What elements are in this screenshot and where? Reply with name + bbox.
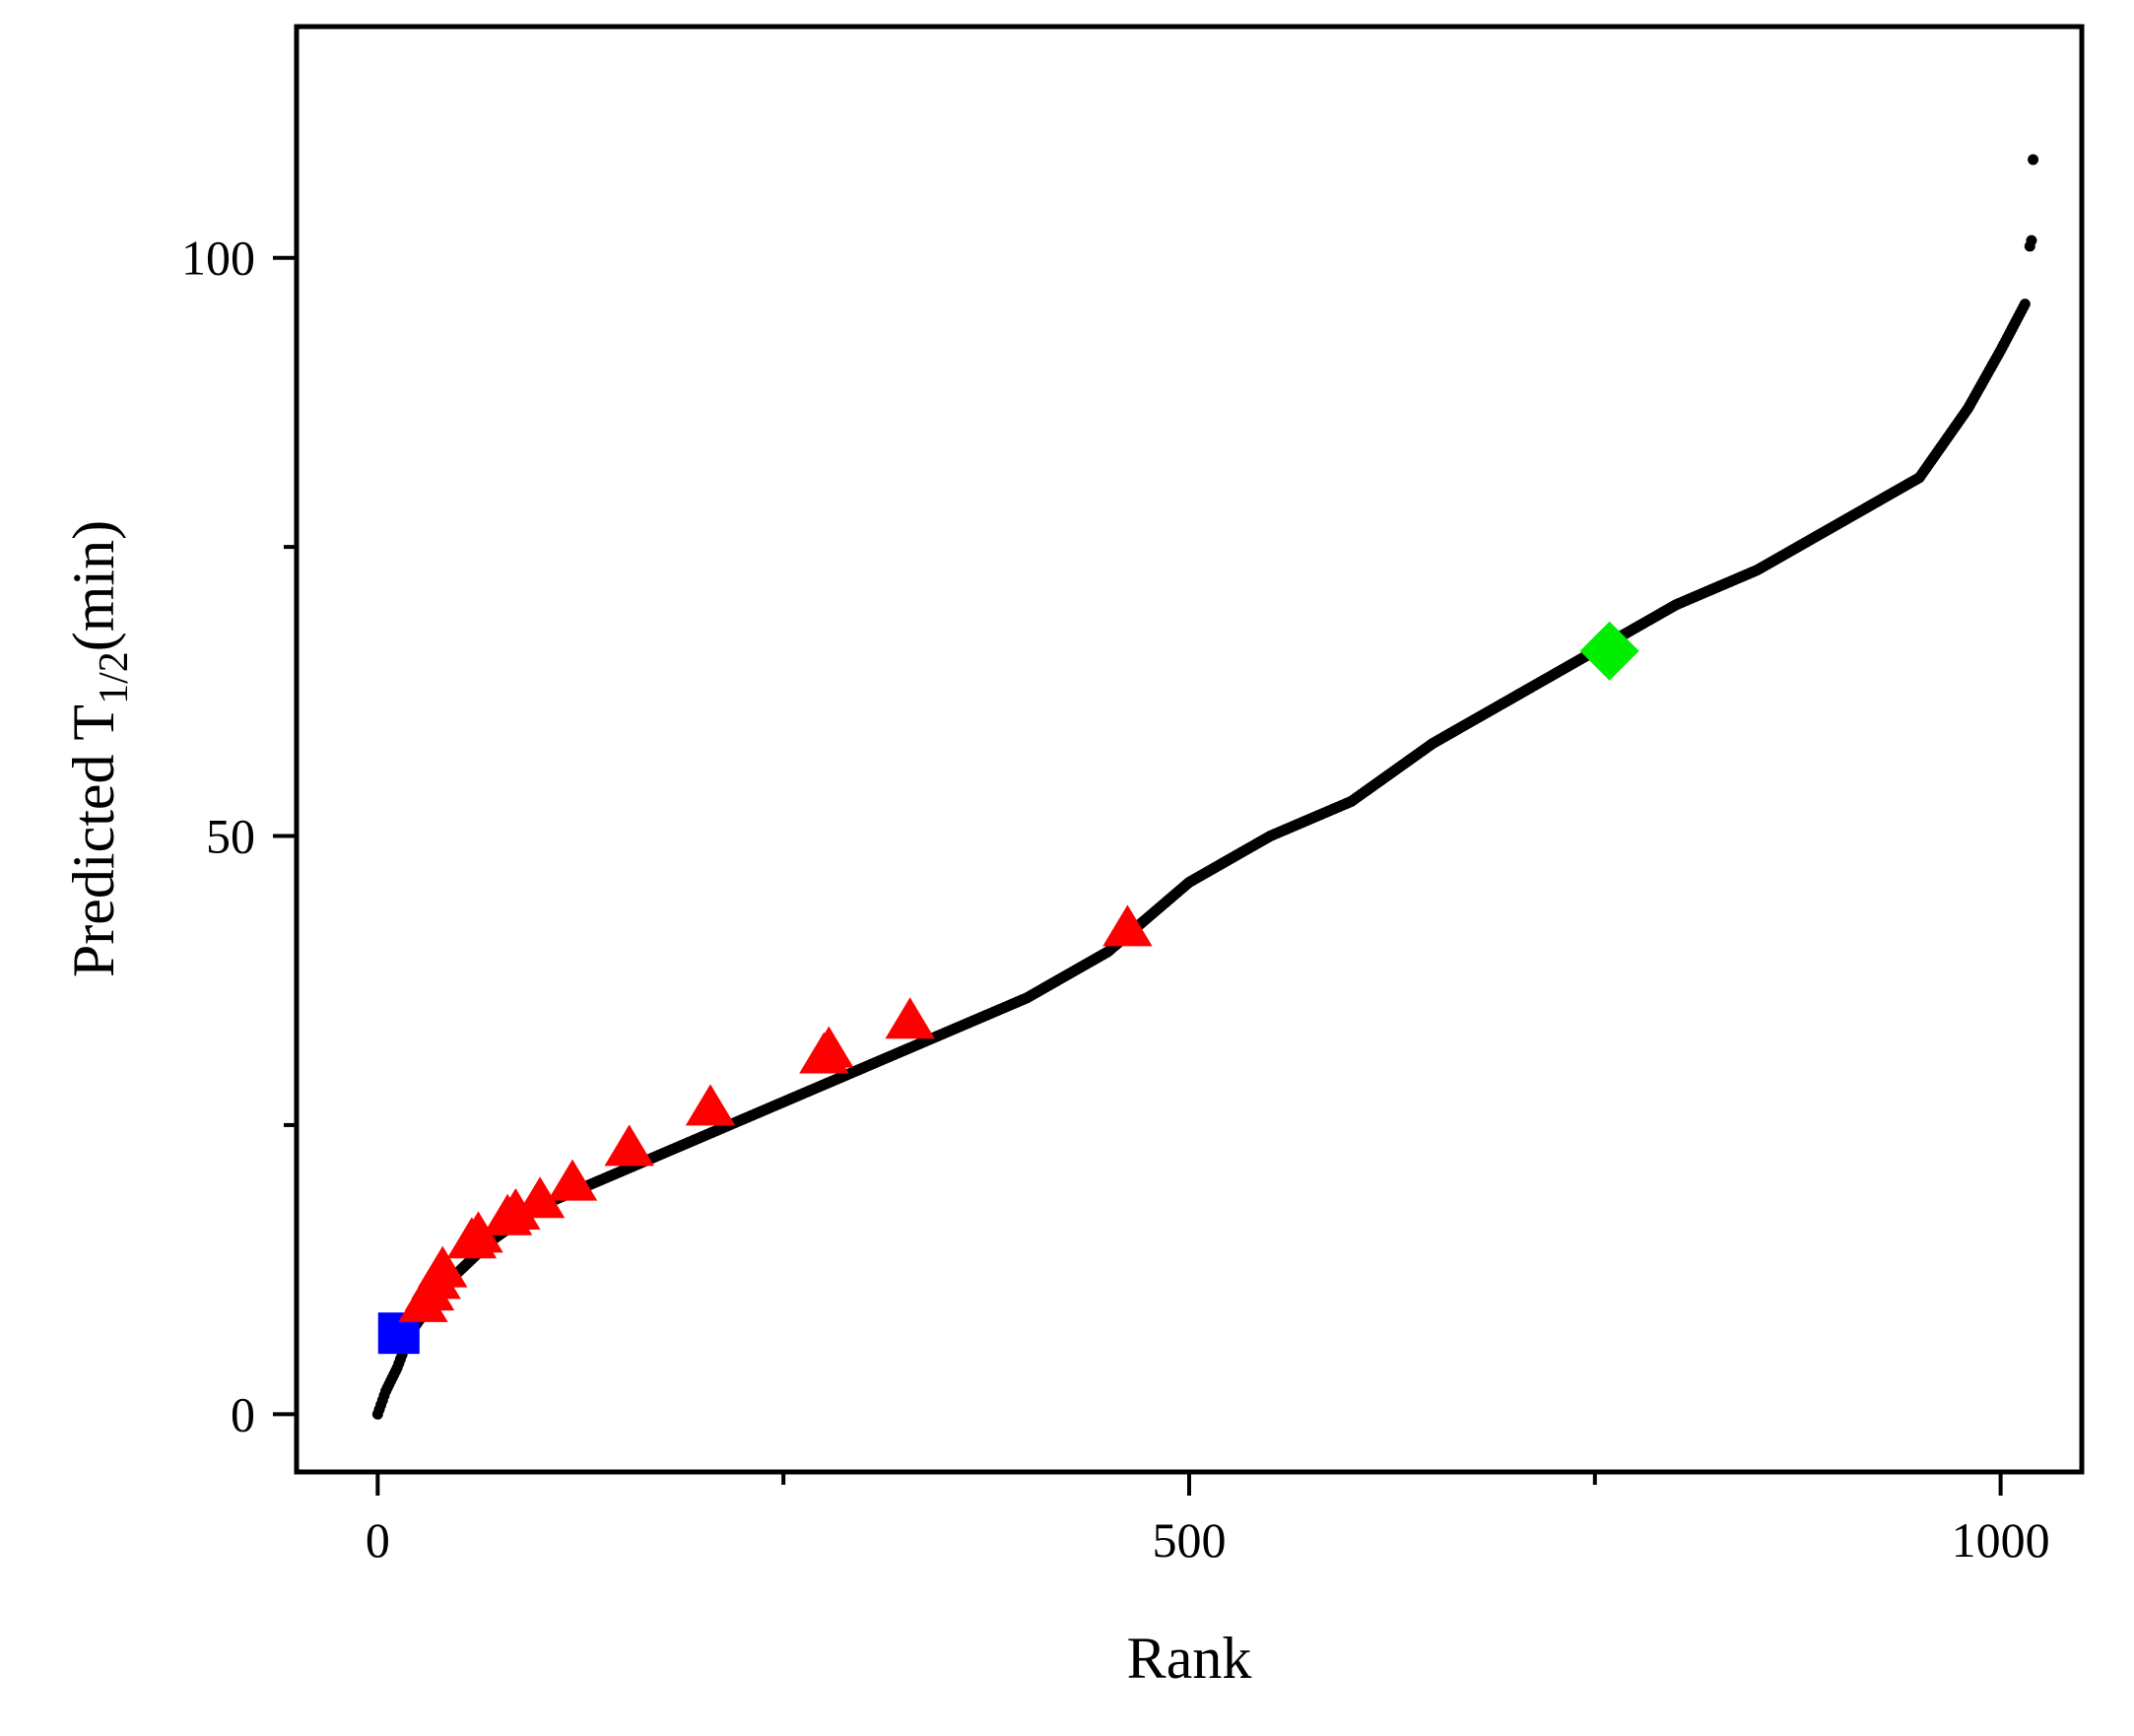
diamond-marker — [1579, 621, 1639, 681]
triangle-marker — [1102, 904, 1153, 947]
x-tick-label: 500 — [1153, 1512, 1227, 1568]
triangle-marker — [604, 1124, 654, 1167]
data-point-outlier — [2028, 154, 2039, 166]
triangle-marker — [885, 997, 935, 1039]
y-axis-title-subscript: 1/2 — [92, 651, 137, 704]
y-tick-label: 50 — [206, 809, 255, 864]
triangle-marker — [418, 1245, 468, 1288]
triangle-marker — [685, 1084, 736, 1126]
axis-tick-labels: 0 500 1000 0 50 100 — [181, 231, 2050, 1568]
y-tick-label: 100 — [181, 231, 255, 286]
data-point-outlier — [2026, 234, 2037, 246]
plot-frame — [294, 24, 2085, 1475]
axis-ticks — [273, 255, 2003, 1496]
y-axis-title-suffix: (min) — [61, 520, 126, 651]
x-tick-label: 1000 — [1952, 1512, 2050, 1568]
triangle-marker — [547, 1159, 598, 1201]
data-points — [371, 154, 2039, 1420]
x-axis-title: Rank — [1127, 1626, 1252, 1691]
y-axis-title-main: Predicted T — [61, 704, 126, 977]
data-point — [2019, 299, 2031, 310]
triangle-marker — [491, 1187, 541, 1230]
triangle-marker — [804, 1026, 854, 1068]
y-tick-label: 0 — [231, 1386, 255, 1441]
triangle-marker — [514, 1176, 566, 1219]
x-tick-label: 0 — [366, 1512, 390, 1568]
triangle-marker — [453, 1211, 503, 1253]
y-axis-title: Predicted T1/2(min) — [61, 520, 137, 977]
